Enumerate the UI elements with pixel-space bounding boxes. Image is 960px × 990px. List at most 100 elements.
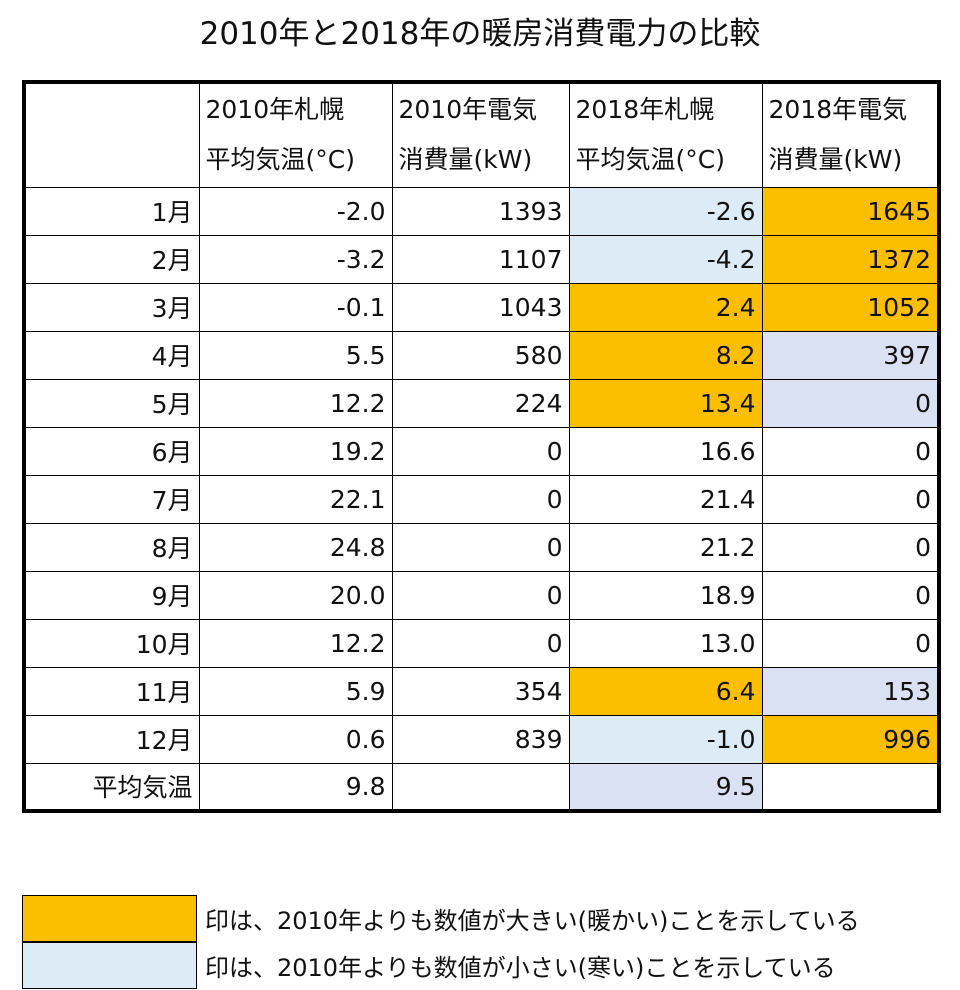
data-table: 2010年札幌 平均気温(°C) 2010年電気 消費量(kW) 2018年札幌 平均気温… <box>22 80 941 813</box>
legend-text: 印は、2010年よりも数値が小さい(寒い)ことを示している <box>205 954 836 982</box>
header-line: 2010年電気 <box>398 95 538 125</box>
table-cell: 2.4 <box>568 282 763 332</box>
table-cell: 0 <box>391 570 570 620</box>
table-cell: 0 <box>391 522 570 572</box>
table-row: 7月 22.1 0 21.4 0 <box>23 474 940 524</box>
table-cell: 839 <box>391 714 570 764</box>
table-cell: 9.8 <box>198 762 393 812</box>
table-cell: 224 <box>391 378 570 428</box>
row-label: 平均気温 <box>23 762 200 812</box>
header-line: 消費量(kW) <box>398 145 533 175</box>
table-cell: 0 <box>761 426 940 476</box>
table-cell: -4.2 <box>568 234 763 284</box>
row-label: 7月 <box>23 474 200 524</box>
table-cell: 24.8 <box>198 522 393 572</box>
row-label: 4月 <box>23 330 200 380</box>
table-row: 8月 24.8 0 21.2 0 <box>23 522 940 572</box>
table-row: 12月 0.6 839 -1.0 996 <box>23 714 940 764</box>
legend-swatch <box>22 942 197 989</box>
row-label: 10月 <box>23 618 200 668</box>
table-row: 9月 20.0 0 18.9 0 <box>23 570 940 620</box>
table-cell: 397 <box>761 330 940 380</box>
legend-swatch <box>22 895 197 942</box>
table-cell: 1393 <box>391 186 570 236</box>
table-cell: 12.2 <box>198 618 393 668</box>
table-row: 11月 5.9 354 6.4 153 <box>23 666 940 716</box>
table-row: 5月 12.2 224 13.4 0 <box>23 378 940 428</box>
table-cell: 9.5 <box>568 762 763 812</box>
table-cell: 5.5 <box>198 330 393 380</box>
table-cell: 20.0 <box>198 570 393 620</box>
table-cell: -0.1 <box>198 282 393 332</box>
row-label: 2月 <box>23 234 200 284</box>
header-line: 2010年札幌 <box>205 95 345 125</box>
legend-item: 印は、2010年よりも数値が大きい(暖かい)ことを示している <box>22 895 860 942</box>
table-cell: 0 <box>761 570 940 620</box>
table-cell: 0 <box>391 474 570 524</box>
table-cell: 21.2 <box>568 522 763 572</box>
table-cell: 1372 <box>761 234 940 284</box>
table-row: 2月 -3.2 1107 -4.2 1372 <box>23 234 940 284</box>
header-line: 2018年電気 <box>768 95 908 125</box>
header-line: 平均気温(°C) <box>575 145 725 175</box>
row-label: 11月 <box>23 666 200 716</box>
table-cell: 22.1 <box>198 474 393 524</box>
table-cell <box>391 762 570 812</box>
table-cell: 13.0 <box>568 618 763 668</box>
table-cell: 354 <box>391 666 570 716</box>
row-label: 8月 <box>23 522 200 572</box>
table-cell: 1645 <box>761 186 940 236</box>
table-cell: 16.6 <box>568 426 763 476</box>
table-cell: 21.4 <box>568 474 763 524</box>
table-cell: 0 <box>391 618 570 668</box>
legend-text: 印は、2010年よりも数値が大きい(暖かい)ことを示している <box>205 907 860 935</box>
table-cell: 19.2 <box>198 426 393 476</box>
table-cell: 6.4 <box>568 666 763 716</box>
table-cell: 0 <box>761 378 940 428</box>
legend-item: 印は、2010年よりも数値が小さい(寒い)ことを示している <box>22 942 860 989</box>
row-label: 9月 <box>23 570 200 620</box>
table-cell: 1052 <box>761 282 940 332</box>
header-row: 2010年札幌 平均気温(°C) 2010年電気 消費量(kW) 2018年札幌 平均気温… <box>23 81 940 188</box>
table-cell: 1107 <box>391 234 570 284</box>
table-cell: -2.6 <box>568 186 763 236</box>
table-cell: 0 <box>761 522 940 572</box>
table-cell: 580 <box>391 330 570 380</box>
row-label: 1月 <box>23 186 200 236</box>
table-cell: 13.4 <box>568 378 763 428</box>
header-cell: 2010年電気 消費量(kW) <box>391 81 570 188</box>
table-row: 平均気温 9.8 9.5 <box>23 762 940 812</box>
row-label: 12月 <box>23 714 200 764</box>
table-cell: 5.9 <box>198 666 393 716</box>
table-cell <box>761 762 940 812</box>
row-label: 5月 <box>23 378 200 428</box>
table-cell: 0 <box>761 618 940 668</box>
row-label: 3月 <box>23 282 200 332</box>
header-line: 消費量(kW) <box>768 145 903 175</box>
table-row: 6月 19.2 0 16.6 0 <box>23 426 940 476</box>
corner-cell <box>23 81 200 188</box>
title: 2010年と2018年の暖房消費電力の比較 <box>199 16 761 52</box>
header-line: 2018年札幌 <box>575 95 715 125</box>
table-cell: 0 <box>391 426 570 476</box>
row-label: 6月 <box>23 426 200 476</box>
table-cell: 0 <box>761 474 940 524</box>
table-row: 1月 -2.0 1393 -2.6 1645 <box>23 186 940 236</box>
table-body: 2010年札幌 平均気温(°C) 2010年電気 消費量(kW) 2018年札幌 平均気温… <box>23 81 940 812</box>
table-cell: 18.9 <box>568 570 763 620</box>
table-row: 4月 5.5 580 8.2 397 <box>23 330 940 380</box>
header-cell: 2018年札幌 平均気温(°C) <box>568 81 763 188</box>
table-cell: 8.2 <box>568 330 763 380</box>
header-line: 平均気温(°C) <box>205 145 355 175</box>
table-cell: -1.0 <box>568 714 763 764</box>
table-cell: 996 <box>761 714 940 764</box>
table-cell: 0.6 <box>198 714 393 764</box>
table-cell: -3.2 <box>198 234 393 284</box>
table-row: 10月 12.2 0 13.0 0 <box>23 618 940 668</box>
header-cell: 2018年電気 消費量(kW) <box>761 81 940 188</box>
table-row: 3月 -0.1 1043 2.4 1052 <box>23 282 940 332</box>
table-cell: 1043 <box>391 282 570 332</box>
legend: 印は、2010年よりも数値が大きい(暖かい)ことを示している 印は、2010年より… <box>22 895 860 989</box>
table-cell: 153 <box>761 666 940 716</box>
